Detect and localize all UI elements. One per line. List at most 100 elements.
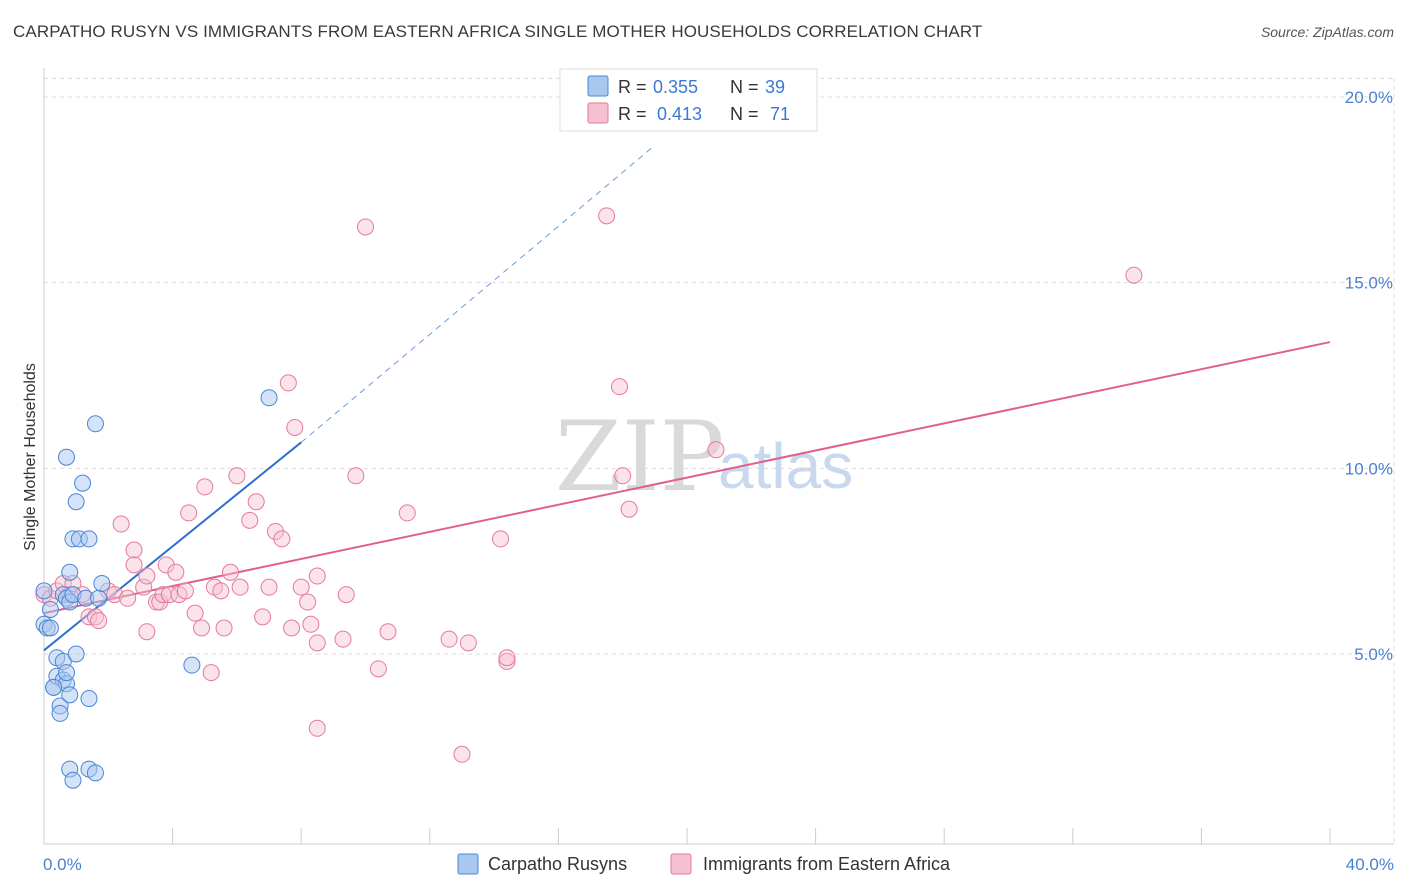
data-point-eastern-africa: [302, 615, 320, 633]
data-point-eastern-africa: [112, 515, 130, 533]
chart-title: CARPATHO RUSYN VS IMMIGRANTS FROM EASTER…: [13, 22, 983, 41]
legend-r-label-1: R =: [618, 77, 647, 97]
y-tick-label-20: 20.0%: [1345, 88, 1393, 107]
data-point-eastern-africa: [167, 563, 185, 581]
legend-swatch-blue: [587, 75, 609, 97]
data-point-carpatho-rusyns: [41, 600, 59, 618]
data-point-eastern-africa: [135, 578, 153, 596]
data-point-eastern-africa: [1125, 266, 1143, 284]
data-point-carpatho-rusyns: [35, 582, 53, 600]
legend-box: R = 0.355 N = 39 R = 0.413 N = 71: [559, 68, 818, 132]
data-point-eastern-africa: [247, 493, 265, 511]
data-point-eastern-africa: [453, 745, 471, 763]
legend-n-value-1: 39: [765, 77, 785, 97]
data-point-eastern-africa: [292, 578, 310, 596]
data-point-eastern-africa: [231, 578, 249, 596]
source-label: Source: ZipAtlas.com: [1260, 24, 1394, 40]
data-point-carpatho-rusyns: [93, 574, 111, 592]
x-tick-label-max: 40.0%: [1346, 855, 1394, 874]
data-point-carpatho-rusyns: [80, 530, 98, 548]
data-point-eastern-africa: [260, 578, 278, 596]
legend-n-label-2: N =: [730, 104, 759, 124]
data-point-carpatho-rusyns: [80, 690, 98, 708]
x-tick-label-min: 0.0%: [43, 855, 82, 874]
data-point-carpatho-rusyns: [67, 645, 85, 663]
data-point-eastern-africa: [215, 619, 233, 637]
series-carpatho-rusyns-points: [35, 389, 278, 789]
y-axis-label: Single Mother Households: [22, 363, 39, 551]
bottom-legend-label-2: Immigrants from Eastern Africa: [703, 854, 951, 874]
data-point-eastern-africa: [228, 467, 246, 485]
data-point-eastern-africa: [125, 556, 143, 574]
watermark-zip: ZIP: [555, 401, 724, 513]
legend-r-value-1: 0.355: [653, 77, 698, 97]
bottom-legend-swatch-pink: [670, 853, 692, 875]
data-point-carpatho-rusyns: [90, 589, 108, 607]
data-point-eastern-africa: [254, 608, 272, 626]
legend-n-label-1: N =: [730, 77, 759, 97]
bottom-legend-label-1: Carpatho Rusyns: [488, 854, 627, 874]
data-point-carpatho-rusyns: [260, 389, 278, 407]
data-point-eastern-africa: [614, 467, 632, 485]
data-point-eastern-africa: [398, 504, 416, 522]
data-point-eastern-africa: [202, 664, 220, 682]
data-point-eastern-africa: [212, 582, 230, 600]
data-point-eastern-africa: [440, 630, 458, 648]
trend-line-blue-extension: [300, 144, 656, 443]
data-point-eastern-africa: [180, 504, 198, 522]
data-point-eastern-africa: [80, 608, 98, 626]
y-tick-label-5: 5.0%: [1354, 645, 1393, 664]
data-point-eastern-africa: [379, 623, 397, 641]
y-tick-labels: 5.0% 10.0% 15.0% 20.0%: [1345, 88, 1393, 664]
data-point-eastern-africa: [106, 586, 124, 604]
data-point-carpatho-rusyns: [183, 656, 201, 674]
bottom-legend-swatch-blue: [457, 853, 479, 875]
data-point-eastern-africa: [598, 207, 616, 225]
data-point-eastern-africa: [119, 589, 137, 607]
data-point-eastern-africa: [125, 541, 143, 559]
data-point-eastern-africa: [283, 619, 301, 637]
data-point-eastern-africa: [221, 563, 239, 581]
data-point-eastern-africa: [186, 604, 204, 622]
data-point-eastern-africa: [196, 478, 214, 496]
data-point-carpatho-rusyns: [64, 771, 82, 789]
data-point-eastern-africa: [286, 418, 304, 436]
data-point-eastern-africa: [498, 652, 516, 670]
data-point-carpatho-rusyns: [61, 686, 79, 704]
data-point-eastern-africa: [347, 467, 365, 485]
trend-line-pink: [43, 341, 1331, 615]
data-point-eastern-africa: [334, 630, 352, 648]
data-point-eastern-africa: [299, 593, 317, 611]
data-point-eastern-africa: [308, 567, 326, 585]
data-point-eastern-africa: [138, 567, 156, 585]
data-point-eastern-africa: [90, 612, 108, 630]
data-point-carpatho-rusyns: [51, 704, 69, 722]
data-point-eastern-africa: [369, 660, 387, 678]
y-tick-label-15: 15.0%: [1345, 274, 1393, 293]
legend-n-value-2: 71: [770, 104, 790, 124]
data-point-eastern-africa: [160, 586, 178, 604]
data-point-carpatho-rusyns: [86, 764, 104, 782]
data-point-carpatho-rusyns: [61, 563, 79, 581]
data-point-eastern-africa: [176, 582, 194, 600]
data-point-eastern-africa: [193, 619, 211, 637]
y-tick-label-10: 10.0%: [1345, 459, 1393, 478]
data-point-eastern-africa: [138, 623, 156, 641]
data-point-eastern-africa: [308, 719, 326, 737]
data-point-eastern-africa: [357, 218, 374, 236]
data-point-carpatho-rusyns: [86, 415, 104, 433]
data-point-eastern-africa: [620, 500, 638, 518]
trend-lines: [43, 144, 1331, 652]
data-point-eastern-africa: [279, 374, 297, 392]
data-point-eastern-africa: [241, 511, 259, 529]
data-point-eastern-africa: [492, 530, 510, 548]
data-point-carpatho-rusyns: [45, 678, 63, 696]
data-point-eastern-africa: [308, 634, 326, 652]
data-point-eastern-africa: [707, 441, 725, 459]
data-point-carpatho-rusyns: [41, 619, 59, 637]
data-point-carpatho-rusyns: [67, 493, 85, 511]
data-point-eastern-africa: [498, 649, 516, 667]
trend-line-blue: [43, 441, 302, 652]
data-point-eastern-africa: [459, 634, 477, 652]
